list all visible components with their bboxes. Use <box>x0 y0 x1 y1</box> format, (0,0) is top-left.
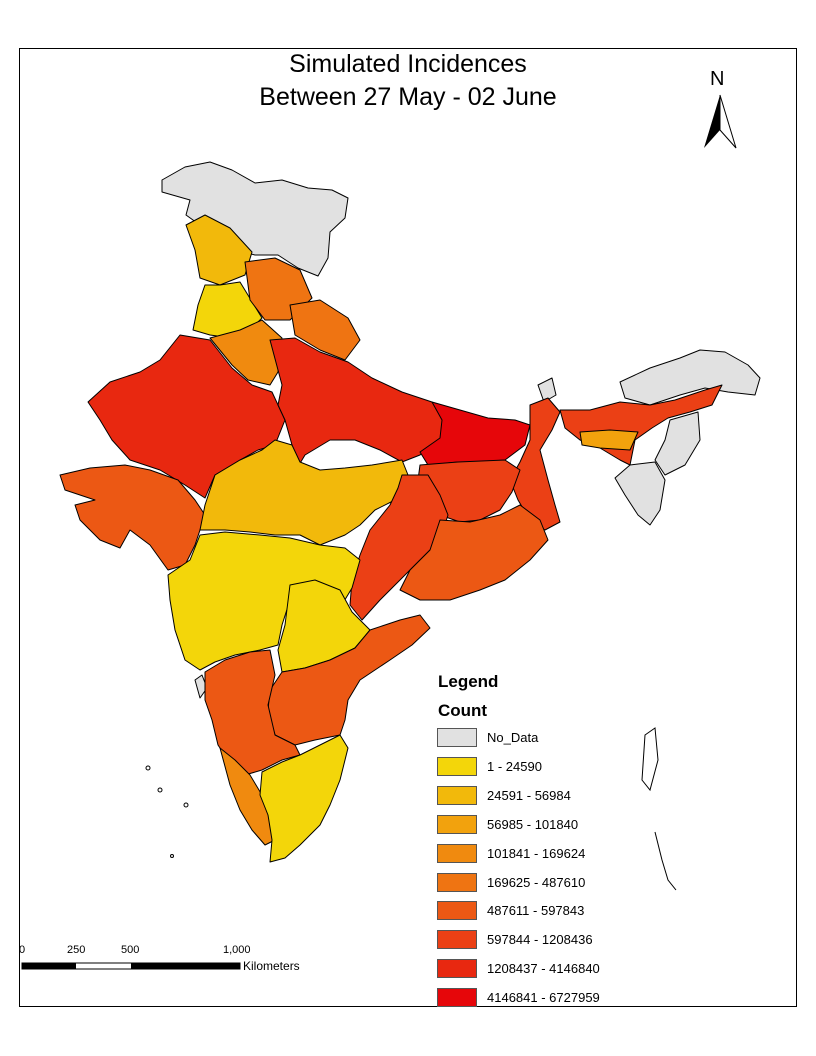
legend-label: 4146841 - 6727959 <box>487 990 600 1006</box>
legend-label: 1208437 - 4146840 <box>487 961 600 977</box>
legend-label: 597844 - 1208436 <box>487 932 593 948</box>
region-haryana <box>209 319 283 386</box>
legend-label: 56985 - 101840 <box>487 816 579 832</box>
legend-swatch <box>437 785 477 805</box>
scale-tick-500: 500 <box>121 944 140 956</box>
scale-bar <box>21 962 241 970</box>
north-arrow-icon <box>704 94 737 149</box>
region-chhattisgarh <box>349 474 449 621</box>
region-sikkim <box>537 377 557 403</box>
map-title-line2: Between 27 May - 02 June <box>259 83 557 111</box>
legend-swatch <box>437 901 477 921</box>
region-jammu-kashmir <box>161 161 349 277</box>
legend-field: Count <box>438 701 488 720</box>
region-uttarakhand-east <box>289 299 361 361</box>
north-label: N <box>710 68 725 90</box>
legend-swatch <box>437 872 477 892</box>
legend-swatch <box>437 930 477 950</box>
scale-tick-250: 250 <box>67 944 86 956</box>
legend-swatch <box>437 959 477 979</box>
region-nagaland-manipur <box>654 411 701 476</box>
map-frame <box>19 48 797 1007</box>
legend-label: 487611 - 597843 <box>487 903 585 919</box>
region-odisha <box>399 504 549 601</box>
map-title-line1: Simulated Incidences <box>289 50 527 78</box>
region-rajasthan <box>87 334 286 499</box>
scale-tick-1000: 1,000 <box>223 944 251 956</box>
legend-label: 169625 - 487610 <box>487 874 586 890</box>
region-gujarat <box>59 464 206 571</box>
region-meghalaya <box>579 429 639 451</box>
legend-label: 24591 - 56984 <box>487 787 571 803</box>
scale-unit: Kilometers <box>243 959 300 973</box>
region-tamil-nadu <box>259 734 349 863</box>
legend-label: 1 - 24590 <box>487 758 542 774</box>
scale-tick-0: 0 <box>19 944 26 956</box>
legend-label: 101841 - 169624 <box>487 845 586 861</box>
legend-label: No_Data <box>487 730 539 745</box>
legend-swatch <box>437 728 477 747</box>
legend-swatch <box>437 843 477 863</box>
legend-title: Legend <box>438 672 499 691</box>
legend-swatch <box>437 756 477 776</box>
region-mizoram-tripura <box>614 461 666 526</box>
region-arunachal-pradesh <box>619 349 761 406</box>
region-himachal-pradesh <box>185 214 253 286</box>
legend-swatch <box>437 814 477 834</box>
legend-swatch <box>437 988 477 1008</box>
